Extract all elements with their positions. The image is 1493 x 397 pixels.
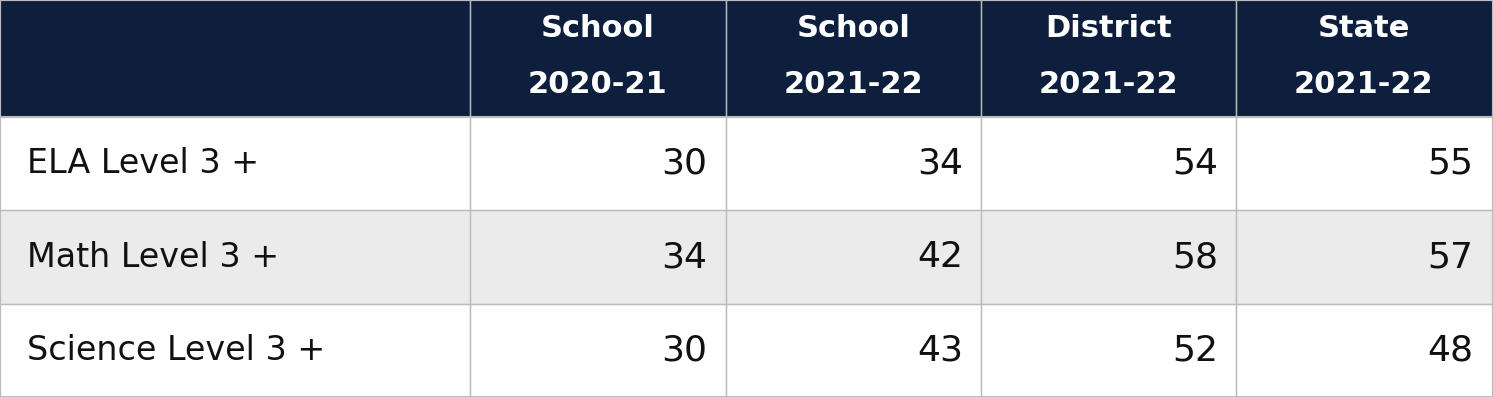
- Bar: [470, 304, 726, 397]
- Text: 57: 57: [1427, 240, 1474, 274]
- Text: 48: 48: [1427, 333, 1474, 367]
- Text: School: School: [796, 14, 911, 43]
- Text: ELA Level 3 +: ELA Level 3 +: [27, 147, 258, 180]
- Text: Science Level 3 +: Science Level 3 +: [27, 334, 325, 367]
- Text: 55: 55: [1427, 147, 1474, 181]
- Text: 58: 58: [1172, 240, 1218, 274]
- Bar: [1236, 210, 1492, 304]
- Bar: [0, 210, 470, 304]
- Text: Math Level 3 +: Math Level 3 +: [27, 241, 279, 274]
- Bar: [981, 117, 1236, 210]
- Bar: [981, 210, 1236, 304]
- Bar: [726, 0, 981, 117]
- Text: State: State: [1318, 14, 1409, 43]
- Text: 30: 30: [661, 333, 708, 367]
- Text: 2021-22: 2021-22: [1039, 70, 1178, 99]
- Text: 34: 34: [661, 240, 708, 274]
- Bar: [0, 0, 470, 117]
- Text: 43: 43: [917, 333, 963, 367]
- Text: 42: 42: [917, 240, 963, 274]
- Text: District: District: [1045, 14, 1172, 43]
- Text: School: School: [540, 14, 655, 43]
- Bar: [981, 304, 1236, 397]
- Text: 52: 52: [1172, 333, 1218, 367]
- Text: 34: 34: [917, 147, 963, 181]
- Bar: [470, 210, 726, 304]
- Bar: [726, 304, 981, 397]
- Bar: [726, 117, 981, 210]
- Bar: [981, 0, 1236, 117]
- Bar: [1236, 117, 1492, 210]
- Text: 2021-22: 2021-22: [1294, 70, 1433, 99]
- Text: 2021-22: 2021-22: [784, 70, 923, 99]
- Bar: [0, 304, 470, 397]
- Bar: [470, 117, 726, 210]
- Bar: [1236, 304, 1492, 397]
- Bar: [470, 0, 726, 117]
- Text: 2020-21: 2020-21: [529, 70, 667, 99]
- Bar: [726, 210, 981, 304]
- Bar: [0, 117, 470, 210]
- Text: 54: 54: [1172, 147, 1218, 181]
- Text: 30: 30: [661, 147, 708, 181]
- Bar: [1236, 0, 1492, 117]
